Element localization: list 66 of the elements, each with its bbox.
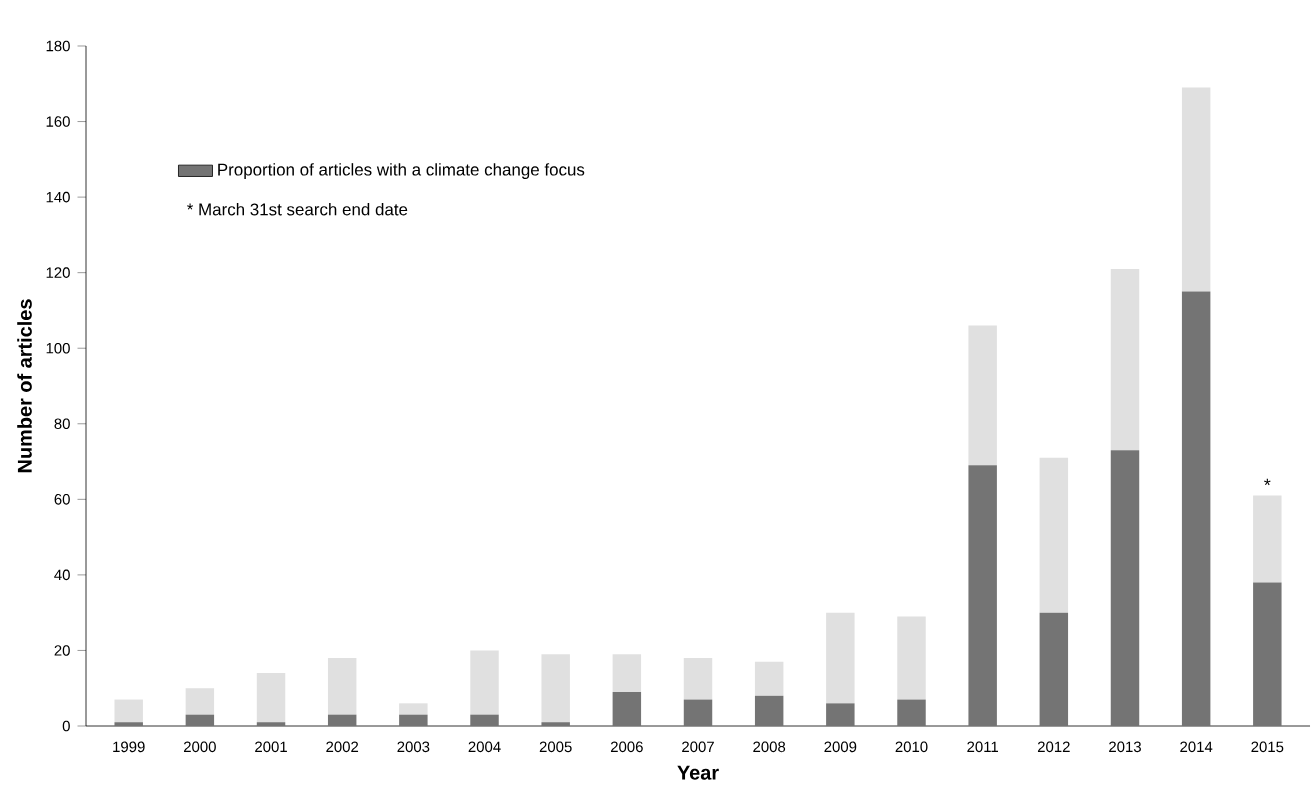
bar — [1039, 457, 1069, 613]
x-tick-label: 2007 — [682, 741, 714, 753]
bar — [256, 673, 286, 723]
bar — [399, 703, 428, 715]
y-tick-label: 120 — [46, 267, 70, 278]
bar — [470, 714, 499, 726]
bar — [1253, 495, 1282, 583]
x-tick-label: 2013 — [1109, 741, 1141, 753]
annotation: * — [1264, 478, 1271, 486]
x-axis-title: Year — [677, 765, 719, 780]
bar — [1039, 612, 1069, 726]
x-tick-label: 2001 — [255, 741, 287, 753]
x-tick-label: 2000 — [183, 741, 216, 753]
bar — [114, 722, 143, 726]
x-tick-label: 2003 — [397, 741, 430, 753]
y-tick-label: 100 — [46, 342, 70, 354]
bar — [185, 714, 215, 726]
bar — [826, 612, 855, 704]
x-tick-label: 2004 — [468, 741, 501, 753]
bar — [683, 699, 713, 726]
bar — [612, 692, 642, 726]
y-tick-label: 20 — [54, 645, 70, 656]
y-tick-label: 160 — [46, 116, 70, 127]
y-tick-label: 40 — [54, 569, 70, 581]
annotation: * March 31st search end date — [187, 202, 408, 216]
bar — [399, 714, 428, 726]
y-tick-label: 60 — [54, 494, 70, 505]
x-tick-label: 2006 — [610, 741, 643, 753]
bar — [754, 661, 784, 696]
y-axis-title: Number of articles — [17, 299, 32, 473]
x-tick-label: 2012 — [1037, 741, 1070, 753]
bar — [612, 654, 642, 692]
bar — [1110, 268, 1140, 451]
x-tick-label: 2015 — [1251, 741, 1284, 753]
bar — [470, 650, 499, 715]
x-tick-label: 2010 — [895, 741, 928, 753]
bar — [541, 722, 570, 726]
bar — [897, 699, 926, 726]
bar — [754, 695, 784, 726]
bar — [114, 699, 143, 723]
bar — [256, 722, 286, 726]
bar — [683, 658, 713, 700]
bar — [1253, 582, 1282, 726]
bar — [327, 714, 357, 726]
bar — [1181, 87, 1211, 292]
x-tick-label: 1999 — [113, 741, 145, 753]
x-tick-label: 2005 — [539, 741, 572, 753]
x-tick-label: 2009 — [824, 741, 857, 753]
x-tick-label: 2008 — [753, 741, 786, 753]
bar — [826, 703, 855, 726]
legend-label: Proportion of articles with a climate change focus — [218, 163, 585, 179]
x-tick-label: 2002 — [326, 741, 359, 753]
y-tick-label: 140 — [46, 191, 70, 203]
bar — [1181, 291, 1211, 726]
y-tick-label: 180 — [46, 40, 70, 52]
bar — [897, 616, 926, 700]
y-tick-label: 0 — [62, 720, 70, 732]
bar — [327, 658, 357, 715]
bar — [185, 688, 215, 715]
bar — [541, 654, 570, 723]
bar — [968, 325, 997, 466]
x-tick-label: 2011 — [967, 741, 999, 753]
x-tick-label: 2014 — [1180, 741, 1213, 753]
y-tick-label: 80 — [54, 418, 70, 430]
bar — [1110, 450, 1140, 726]
bar — [968, 465, 997, 726]
